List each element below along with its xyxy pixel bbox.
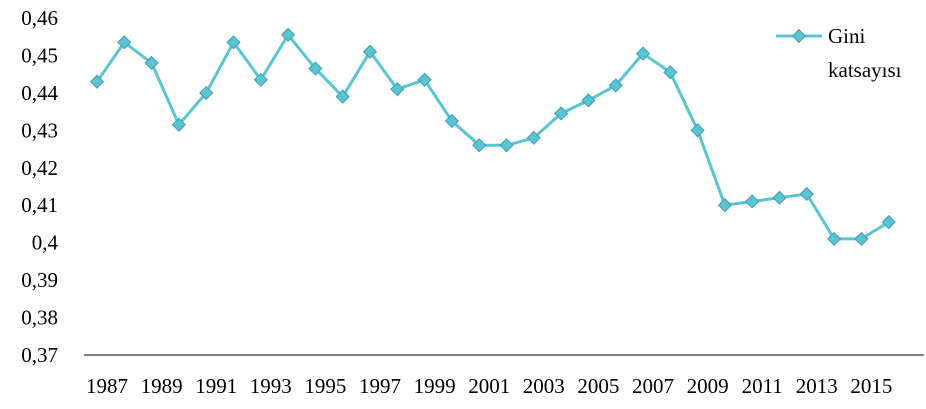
data-point	[335, 89, 350, 104]
data-point	[444, 113, 459, 129]
legend: Gini katsayısı	[776, 24, 902, 82]
data-point	[881, 215, 896, 230]
data-point	[390, 82, 405, 97]
y-tick-label: 0,38	[21, 306, 58, 330]
plot-area	[89, 27, 896, 246]
legend-label-line2: katsayısı	[828, 58, 902, 82]
y-tick-label: 0,41	[21, 193, 58, 217]
x-tick-label: 2007	[632, 374, 674, 398]
data-point	[472, 138, 487, 153]
x-tick-label: 2009	[687, 374, 729, 398]
x-tick-label: 2003	[523, 374, 565, 398]
y-tick-label: 0,42	[21, 156, 58, 180]
data-point	[827, 231, 842, 246]
y-tick-label: 0,43	[21, 118, 58, 142]
y-tick-label: 0,44	[21, 81, 58, 105]
data-point	[362, 44, 378, 59]
data-point	[144, 55, 159, 71]
data-point	[526, 130, 541, 145]
x-tick-label: 1989	[141, 374, 183, 398]
x-tick-label: 2013	[796, 374, 838, 398]
x-tick-label: 1993	[250, 374, 292, 398]
x-tick-label: 1997	[359, 374, 401, 398]
data-point	[635, 46, 651, 61]
data-point	[308, 61, 323, 76]
data-point	[663, 65, 678, 80]
data-point	[89, 74, 105, 89]
data-point	[717, 198, 732, 213]
x-tick-label: 2015	[850, 374, 892, 398]
y-tick-label: 0,46	[21, 6, 58, 30]
data-point	[199, 85, 214, 100]
x-tick-label: 1987	[86, 374, 128, 398]
data-point	[253, 72, 268, 87]
y-tick-label: 0,37	[21, 343, 58, 367]
x-tick-label: 1995	[304, 374, 346, 398]
legend-marker	[791, 28, 807, 44]
data-point	[554, 106, 569, 121]
x-tick-label: 2011	[742, 374, 783, 398]
data-point	[854, 231, 869, 246]
series-line-gini	[95, 33, 890, 241]
data-point	[690, 123, 705, 138]
legend-label-line1: Gini	[828, 24, 866, 48]
x-tick-label: 1999	[414, 374, 456, 398]
x-axis: 1987 1989 1991 1993 1995 1997 1999 2001 2003 2005…	[84, 354, 924, 398]
x-tick-label: 1991	[195, 374, 237, 398]
data-point	[799, 186, 814, 202]
data-point	[745, 194, 760, 209]
data-point	[417, 72, 432, 87]
x-tick-label: 2001	[468, 374, 510, 398]
data-point	[772, 190, 787, 205]
y-axis: 0,37 0,38 0,39 0,4 0,41 0,42 0,43 0,44 0,45 0,46	[21, 6, 58, 367]
data-point	[281, 27, 296, 42]
data-point	[171, 117, 186, 132]
data-point	[499, 138, 514, 153]
data-point	[581, 93, 596, 108]
y-tick-label: 0,39	[21, 268, 58, 292]
data-point	[608, 78, 623, 93]
y-tick-label: 0,4	[32, 231, 59, 255]
data-point	[117, 35, 132, 50]
x-tick-label: 2005	[577, 374, 619, 398]
y-tick-label: 0,45	[21, 43, 58, 67]
data-point	[226, 35, 241, 50]
